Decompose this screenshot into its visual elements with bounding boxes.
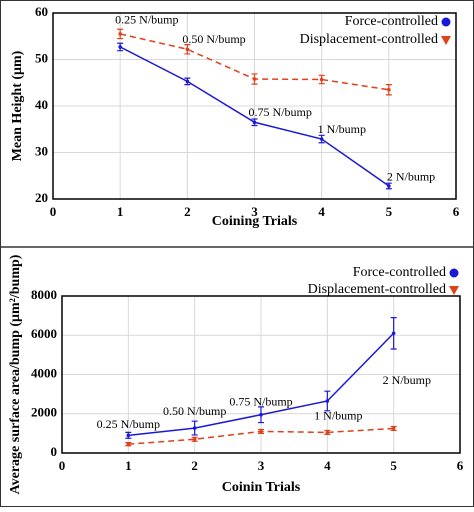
x-tick-label: 6 bbox=[457, 458, 464, 473]
y-tick-label: 8000 bbox=[31, 287, 57, 302]
data-point bbox=[252, 77, 257, 81]
x-tick-label: 4 bbox=[324, 458, 331, 473]
point-annotation: 0.75 N/bump bbox=[229, 394, 292, 408]
x-tick-label: 1 bbox=[125, 458, 132, 473]
data-point bbox=[387, 87, 391, 92]
y-tick-label: 20 bbox=[35, 190, 48, 205]
y-tick-label: 30 bbox=[35, 143, 48, 158]
data-point bbox=[126, 442, 131, 446]
data-point bbox=[192, 426, 197, 430]
x-tick-label: 5 bbox=[390, 458, 397, 473]
point-annotation: 0.25 N/bump bbox=[97, 417, 160, 431]
x-tick-label: 4 bbox=[318, 204, 325, 219]
legend-label: Force-controlled bbox=[345, 14, 438, 29]
point-annotation: 0.50 N/bump bbox=[163, 404, 226, 418]
x-tick-label: 2 bbox=[191, 458, 198, 473]
y-tick-label: 6000 bbox=[31, 326, 57, 341]
x-tick-label: 6 bbox=[453, 204, 460, 219]
x-axis-label: Coinin Trials bbox=[222, 480, 301, 495]
y-axis-label: Average surface area/bump (μm²/bump) bbox=[8, 254, 23, 494]
data-point bbox=[319, 77, 324, 82]
data-point bbox=[259, 429, 263, 434]
data-point bbox=[391, 331, 396, 336]
x-tick-label: 0 bbox=[59, 458, 66, 473]
data-point bbox=[391, 426, 396, 431]
point-annotation: 0.75 N/bump bbox=[249, 105, 312, 119]
data-point bbox=[185, 47, 190, 52]
data-point bbox=[319, 137, 324, 141]
data-point bbox=[325, 430, 330, 435]
legend-label: Force-controlled bbox=[353, 265, 446, 280]
legend-marker bbox=[449, 286, 459, 295]
x-tick-label: 3 bbox=[258, 458, 265, 473]
y-tick-label: 0 bbox=[51, 444, 58, 459]
plot-frame bbox=[52, 12, 457, 200]
x-tick-label: 1 bbox=[117, 204, 124, 219]
legend-label: Displacement-controlled bbox=[308, 282, 446, 297]
point-annotation: 2 N/bump bbox=[387, 170, 435, 184]
x-axis-label: Coining Trials bbox=[212, 214, 298, 229]
data-point bbox=[192, 437, 197, 442]
data-point bbox=[259, 412, 263, 417]
y-tick-label: 60 bbox=[35, 4, 48, 19]
data-point bbox=[387, 184, 391, 188]
x-tick-label: 0 bbox=[50, 204, 57, 219]
legend-marker bbox=[449, 268, 459, 278]
data-point bbox=[325, 399, 330, 403]
y-axis-label: Mean Height (μm) bbox=[10, 50, 25, 161]
x-tick-label: 2 bbox=[184, 204, 191, 219]
data-point bbox=[126, 433, 131, 438]
data-point bbox=[185, 79, 190, 84]
y-tick-label: 50 bbox=[35, 50, 48, 65]
point-annotation: 1 N/bump bbox=[318, 122, 366, 136]
point-annotation: 1 N/bump bbox=[314, 409, 362, 423]
point-annotation: 0.50 N/bump bbox=[182, 32, 245, 46]
y-tick-label: 4000 bbox=[31, 365, 57, 380]
y-tick-label: 2000 bbox=[31, 405, 57, 420]
data-point bbox=[118, 32, 122, 36]
data-point bbox=[252, 120, 257, 125]
point-annotation: 2 N/bump bbox=[383, 373, 431, 387]
plot-frame bbox=[61, 295, 461, 454]
legend-label: Displacement-controlled bbox=[300, 32, 438, 47]
legend-marker bbox=[441, 36, 451, 45]
x-tick-label: 5 bbox=[386, 204, 393, 219]
x-tick-label: 3 bbox=[251, 204, 258, 219]
point-annotation: 0.25 N/bump bbox=[115, 13, 178, 27]
data-point bbox=[118, 45, 122, 49]
y-tick-label: 40 bbox=[35, 97, 48, 112]
legend-marker bbox=[441, 17, 451, 27]
